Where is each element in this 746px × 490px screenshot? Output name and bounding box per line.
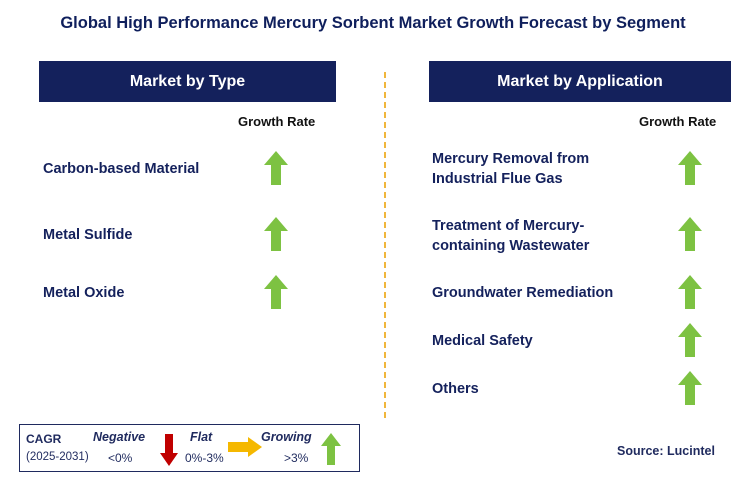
growing-arrow-icon xyxy=(678,217,702,251)
type-item-label: Metal Oxide xyxy=(43,285,125,301)
legend-flat-label: Flat xyxy=(190,430,213,444)
legend-growing-label: Growing xyxy=(261,430,312,444)
application-item-label-line-1: Mercury Removal from xyxy=(432,151,590,167)
application-item-label-line-2: containing Wastewater xyxy=(432,238,590,254)
flat-arrow-icon xyxy=(228,437,262,457)
application-item-wastewater-treatment: Treatment of Mercury- containing Wastewa… xyxy=(432,216,652,256)
growing-arrow-icon xyxy=(264,217,288,251)
left-growth-rate-label: Growth Rate xyxy=(238,114,316,129)
market-by-application-header-label: Market by Application xyxy=(497,72,663,90)
legend-negative-label: Negative xyxy=(93,430,146,444)
application-item-mercury-removal: Mercury Removal from Industrial Flue Gas xyxy=(432,149,652,189)
negative-arrow-icon xyxy=(160,434,178,466)
growing-arrow-icon xyxy=(264,275,288,309)
cagr-legend: CAGR (2025-2031) Negative <0% Flat 0%-3%… xyxy=(19,424,360,472)
legend-growing-range: >3% xyxy=(284,451,309,465)
type-item-metal-sulfide: Metal Sulfide xyxy=(43,225,243,245)
legend-cagr-label: CAGR xyxy=(26,432,62,446)
legend-period: (2025-2031) xyxy=(26,451,89,463)
growing-arrow-icon xyxy=(678,323,702,357)
type-item-carbon-based-material: Carbon-based Material xyxy=(43,159,243,179)
application-item-label: Groundwater Remediation xyxy=(432,285,614,301)
market-by-application-header: Market by Application xyxy=(429,61,731,102)
growing-arrow-icon xyxy=(264,151,288,185)
type-item-label: Carbon-based Material xyxy=(43,161,200,177)
application-item-label-line-2: Industrial Flue Gas xyxy=(432,171,563,187)
source-note: Source: Lucintel xyxy=(617,444,715,458)
growing-arrow-icon xyxy=(678,371,702,405)
growing-arrow-icon xyxy=(321,433,341,465)
market-by-type-header-label: Market by Type xyxy=(129,72,246,90)
type-item-label: Metal Sulfide xyxy=(43,227,133,243)
application-item-label: Medical Safety xyxy=(432,333,533,349)
right-growth-rate-label: Growth Rate xyxy=(639,114,717,129)
legend-negative-range: <0% xyxy=(108,451,133,465)
legend-flat-range: 0%-3% xyxy=(185,451,224,465)
growing-arrow-icon xyxy=(678,275,702,309)
application-item-label: Others xyxy=(432,381,479,397)
page-title: Global High Performance Mercury Sorbent … xyxy=(60,14,686,32)
type-item-metal-oxide: Metal Oxide xyxy=(43,283,243,303)
application-item-others: Others xyxy=(432,379,652,399)
application-item-medical-safety: Medical Safety xyxy=(432,331,652,351)
panel-divider xyxy=(384,72,386,418)
application-item-label-line-1: Treatment of Mercury- xyxy=(432,218,585,234)
market-by-type-header: Market by Type xyxy=(39,61,336,102)
application-item-groundwater-remediation: Groundwater Remediation xyxy=(432,283,652,303)
growing-arrow-icon xyxy=(678,151,702,185)
